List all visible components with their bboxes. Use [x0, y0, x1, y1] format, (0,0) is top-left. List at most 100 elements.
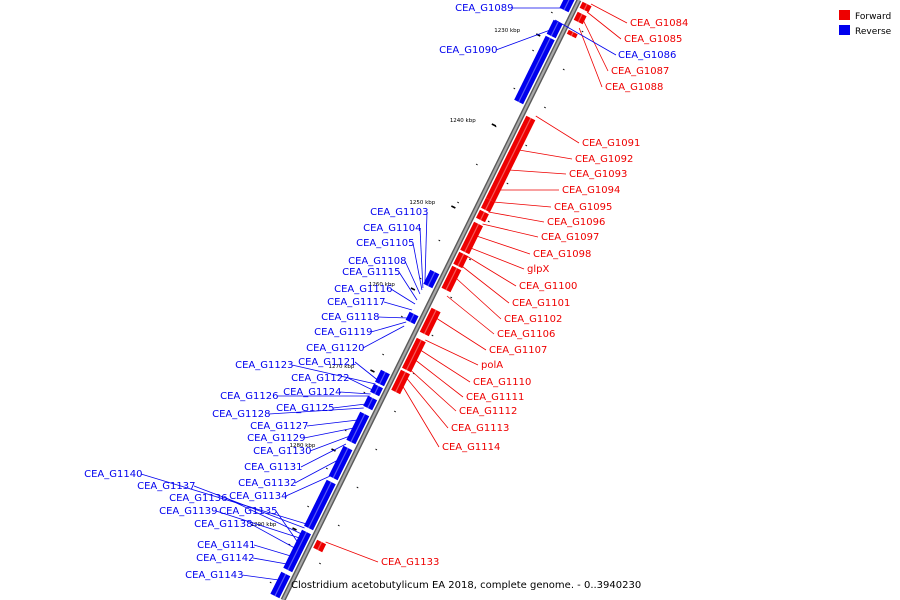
scale-tick — [491, 123, 497, 127]
gene-reverse — [370, 383, 383, 397]
label-connector — [590, 3, 628, 24]
forward-gene-label: CEA_G1092 — [575, 154, 633, 165]
reverse-gene-label: CEA_G1136 — [169, 493, 227, 504]
track-dot — [363, 391, 366, 394]
forward-gene-label: CEA_G1096 — [547, 217, 605, 228]
track-dot — [543, 106, 546, 109]
reverse-gene-label: CEA_G1141 — [197, 540, 255, 551]
legend-forward-swatch — [839, 10, 850, 20]
gene-forward — [419, 307, 441, 337]
reverse-gene-label: CEA_G1104 — [363, 223, 421, 234]
track-dot — [450, 296, 453, 299]
reverse-gene-label: CEA_G1125 — [276, 403, 334, 414]
label-connector — [225, 497, 302, 535]
label-connector — [193, 485, 305, 529]
gene-shine — [583, 3, 588, 11]
forward-gene-label: CEA_G1084 — [630, 18, 688, 29]
label-connector — [370, 321, 407, 333]
gene-shine — [395, 371, 407, 393]
label-connector — [325, 541, 379, 563]
gene-reverse — [546, 19, 563, 39]
gene-shine — [423, 309, 437, 335]
label-connector — [300, 443, 347, 468]
label-connector — [446, 295, 495, 335]
label-connector — [582, 19, 609, 72]
label-connector — [554, 19, 617, 56]
forward-gene-label: CEA_G1094 — [562, 185, 620, 196]
gene-forward — [402, 337, 426, 373]
reverse-gene-label: CEA_G1137 — [137, 481, 195, 492]
reverse-gene-label: CEA_G1143 — [185, 570, 243, 581]
scale-tick-label: 1250 kbp — [409, 200, 435, 206]
track-dot — [382, 353, 385, 356]
label-connector — [419, 227, 424, 289]
label-connector — [377, 316, 409, 319]
forward-gene-label: CEA_G1100 — [519, 281, 577, 292]
reverse-gene-label: CEA_G1129 — [247, 433, 305, 444]
gene-shine — [427, 271, 436, 287]
label-connector — [493, 201, 552, 208]
gene-shine — [518, 37, 551, 103]
label-connector — [466, 255, 517, 287]
label-connector — [535, 115, 580, 144]
label-connector — [268, 407, 364, 415]
scale-ticks: 1230 kbp 1240 kbp 1250 kbp 1260 kbp 1270 kbp… — [251, 11, 584, 584]
gene-shine — [457, 253, 465, 267]
track-dot — [419, 277, 422, 280]
label-connector — [250, 523, 295, 549]
gene-reverse — [363, 395, 378, 411]
track-dot — [431, 334, 434, 337]
genome-caption: Clostridium acetobutylicum EA 2018, comp… — [291, 580, 641, 591]
label-connector — [402, 385, 440, 448]
label-connector — [410, 369, 457, 412]
label-connector — [435, 317, 487, 351]
scale-tick-label: 1270 kbp — [328, 364, 354, 370]
track-dot — [288, 543, 291, 546]
forward-gene-label: glpX — [527, 264, 549, 275]
label-connector — [425, 339, 479, 366]
gene-reverse — [405, 311, 419, 325]
reverse-gene-label: CEA_G1122 — [291, 373, 349, 384]
track-dot — [319, 562, 322, 565]
gene-reverse — [346, 411, 370, 445]
label-connector — [390, 288, 416, 305]
legend-reverse-label: Reverse — [855, 27, 892, 37]
backbone — [280, 0, 582, 600]
reverse-gene-label: CEA_G1126 — [220, 391, 278, 402]
track-dot — [513, 87, 516, 90]
gene-shine — [484, 199, 491, 211]
gene-forward — [313, 539, 327, 553]
track-dot — [400, 315, 403, 318]
forward-gene-label: CEA_G1102 — [504, 314, 562, 325]
label-connector — [275, 510, 298, 543]
gene-shine — [287, 531, 308, 571]
reverse-gene-label: CEA_G1123 — [235, 360, 293, 371]
gene-reverse — [423, 269, 440, 289]
label-connector — [253, 544, 291, 557]
track-dot — [325, 467, 328, 470]
track-dot — [581, 30, 584, 33]
label-connector — [398, 271, 418, 301]
label-connector — [285, 475, 331, 497]
track-dot — [337, 524, 340, 527]
gene-forward — [453, 251, 469, 269]
reverse-gene-label: CEA_G1103 — [370, 207, 428, 218]
gene-shine — [307, 481, 332, 529]
gene-forward — [441, 265, 462, 293]
forward-gene-label: CEA_G1133 — [381, 557, 439, 568]
label-connector — [406, 377, 449, 429]
reverse-gene-label: CEA_G1120 — [306, 343, 364, 354]
gene-shine — [332, 447, 349, 479]
legend: Forward Reverse — [839, 10, 892, 37]
label-connector — [303, 427, 354, 439]
forward-gene-label: CEA_G1098 — [533, 249, 591, 260]
track-dot — [494, 125, 497, 128]
gene-shine — [409, 313, 415, 323]
gene-shine — [577, 13, 583, 23]
label-connector — [455, 277, 502, 320]
reverse-gene-label: CEA_G1140 — [84, 469, 142, 480]
gene-shine — [445, 267, 458, 291]
gene-shine — [317, 541, 323, 551]
label-connector — [412, 242, 423, 291]
